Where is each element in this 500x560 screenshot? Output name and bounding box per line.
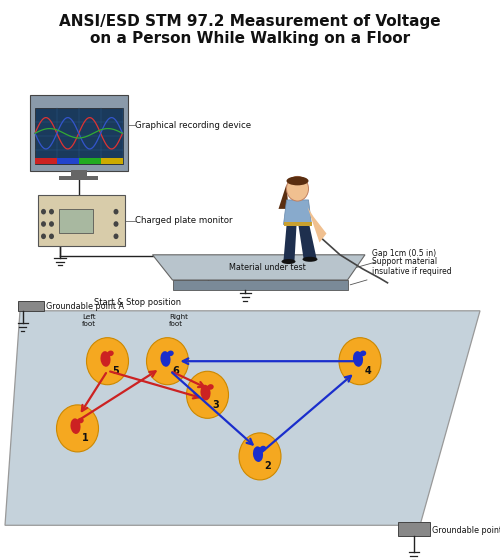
Ellipse shape xyxy=(100,351,110,367)
Text: on a Person While Walking on a Floor: on a Person While Walking on a Floor xyxy=(90,31,410,46)
Bar xyxy=(284,222,312,226)
Polygon shape xyxy=(284,226,296,260)
Text: Groundable point A: Groundable point A xyxy=(46,302,124,311)
Circle shape xyxy=(49,209,54,214)
Ellipse shape xyxy=(286,176,308,185)
Text: Charged plate monitor: Charged plate monitor xyxy=(135,216,232,225)
Ellipse shape xyxy=(360,351,366,356)
Circle shape xyxy=(56,405,98,452)
Ellipse shape xyxy=(353,351,363,367)
Text: 6: 6 xyxy=(172,366,179,376)
Polygon shape xyxy=(308,207,326,242)
Bar xyxy=(398,522,430,536)
Bar xyxy=(35,108,122,164)
Bar xyxy=(58,209,92,233)
Ellipse shape xyxy=(253,446,263,462)
Polygon shape xyxy=(284,200,312,225)
Polygon shape xyxy=(152,255,365,280)
Text: 2: 2 xyxy=(264,461,272,472)
Circle shape xyxy=(41,209,46,214)
Text: Right
foot: Right foot xyxy=(169,314,188,326)
Polygon shape xyxy=(298,226,316,258)
Circle shape xyxy=(41,221,46,227)
Text: Groundable point B: Groundable point B xyxy=(432,526,500,535)
Circle shape xyxy=(114,234,118,239)
Ellipse shape xyxy=(200,385,210,400)
Circle shape xyxy=(49,234,54,239)
Polygon shape xyxy=(278,184,288,209)
Bar xyxy=(30,95,128,171)
Circle shape xyxy=(114,209,118,214)
Ellipse shape xyxy=(78,418,84,423)
Bar xyxy=(60,176,98,180)
Ellipse shape xyxy=(282,259,296,264)
Text: Start & Stop position: Start & Stop position xyxy=(94,298,181,307)
Bar xyxy=(35,158,57,164)
Circle shape xyxy=(86,338,128,385)
Circle shape xyxy=(286,176,308,201)
Text: 3: 3 xyxy=(212,400,219,410)
Circle shape xyxy=(41,234,46,239)
Polygon shape xyxy=(5,311,480,525)
Ellipse shape xyxy=(302,256,318,262)
Bar xyxy=(71,170,86,178)
Bar xyxy=(38,195,125,246)
Text: ANSI/ESD STM 97.2 Measurement of Voltage: ANSI/ESD STM 97.2 Measurement of Voltage xyxy=(59,14,441,29)
Text: Left
foot: Left foot xyxy=(82,314,96,326)
Circle shape xyxy=(114,221,118,227)
Circle shape xyxy=(339,338,381,385)
Circle shape xyxy=(239,433,281,480)
Text: 5: 5 xyxy=(112,366,119,376)
Circle shape xyxy=(186,371,228,418)
Text: 4: 4 xyxy=(364,366,372,376)
Ellipse shape xyxy=(168,351,173,356)
Text: 1: 1 xyxy=(82,433,89,444)
Bar xyxy=(18,301,44,311)
Ellipse shape xyxy=(70,418,81,434)
Ellipse shape xyxy=(160,351,170,367)
Text: Material under test: Material under test xyxy=(229,263,306,272)
Ellipse shape xyxy=(108,351,114,356)
Polygon shape xyxy=(172,280,348,290)
Circle shape xyxy=(49,221,54,227)
Circle shape xyxy=(146,338,188,385)
Ellipse shape xyxy=(260,446,266,451)
Text: Support material
insulative if required: Support material insulative if required xyxy=(350,257,452,285)
Bar xyxy=(100,158,122,164)
Bar xyxy=(79,158,100,164)
Text: Graphical recording device: Graphical recording device xyxy=(135,121,251,130)
Text: Gap 1cm (0.5 in): Gap 1cm (0.5 in) xyxy=(350,249,436,269)
Ellipse shape xyxy=(208,384,214,390)
Bar xyxy=(57,158,79,164)
